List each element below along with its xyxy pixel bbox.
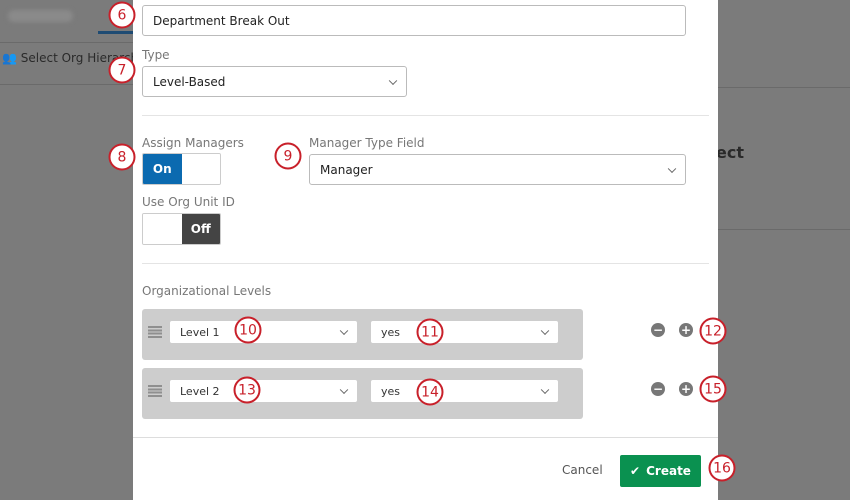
assign-managers-toggle[interactable]: On	[142, 153, 221, 185]
chevron-down-icon	[339, 326, 349, 336]
level-value-select[interactable]: yes	[371, 321, 558, 343]
org-levels-label: Organizational Levels	[142, 284, 272, 298]
callout-marker: 7	[108, 56, 136, 84]
callout-marker: 15	[699, 375, 727, 403]
level-row: Level 2 yes	[142, 368, 583, 419]
drag-handle-icon[interactable]	[148, 326, 162, 338]
create-button[interactable]: ✔ Create	[620, 455, 701, 487]
create-hierarchy-modal: Department Break Out Type Level-Based As…	[133, 0, 718, 500]
type-select[interactable]: Level-Based	[142, 66, 407, 97]
use-org-unit-toggle[interactable]: Off	[142, 213, 221, 245]
callout-marker: 12	[699, 317, 727, 345]
add-level-icon[interactable]: +	[679, 323, 693, 337]
callout-marker: 11	[416, 318, 444, 346]
assign-managers-label: Assign Managers	[142, 136, 244, 150]
remove-level-icon[interactable]: −	[651, 323, 665, 337]
active-tab-indicator	[98, 31, 133, 34]
drag-handle-icon[interactable]	[148, 385, 162, 397]
chevron-down-icon	[540, 326, 550, 336]
manager-type-select[interactable]: Manager	[309, 154, 686, 185]
callout-marker: 13	[233, 376, 261, 404]
manager-type-label: Manager Type Field	[309, 136, 425, 150]
blurred-tab-label	[8, 10, 73, 22]
level-select[interactable]: Level 2	[170, 380, 357, 402]
callout-marker: 8	[108, 143, 136, 171]
hierarchy-name-input[interactable]: Department Break Out	[142, 5, 686, 36]
callout-marker: 6	[108, 1, 136, 29]
chevron-down-icon	[540, 385, 550, 395]
users-icon: 👥	[2, 51, 17, 65]
chevron-down-icon	[388, 76, 398, 85]
level-row: Level 1 yes	[142, 309, 583, 360]
cancel-button[interactable]: Cancel	[562, 463, 603, 477]
level-select[interactable]: Level 1	[170, 321, 357, 343]
use-org-unit-label: Use Org Unit ID	[142, 195, 235, 209]
checkmark-icon: ✔	[630, 464, 641, 478]
chevron-down-icon	[667, 164, 677, 173]
remove-level-icon[interactable]: −	[651, 382, 665, 396]
type-label: Type	[142, 48, 170, 62]
add-level-icon[interactable]: +	[679, 382, 693, 396]
background-heading: ect	[716, 143, 744, 162]
callout-marker: 9	[274, 142, 302, 170]
callout-marker: 10	[234, 316, 262, 344]
chevron-down-icon	[339, 385, 349, 395]
callout-marker: 14	[416, 378, 444, 406]
level-value-select[interactable]: yes	[371, 380, 558, 402]
callout-marker: 16	[708, 454, 736, 482]
